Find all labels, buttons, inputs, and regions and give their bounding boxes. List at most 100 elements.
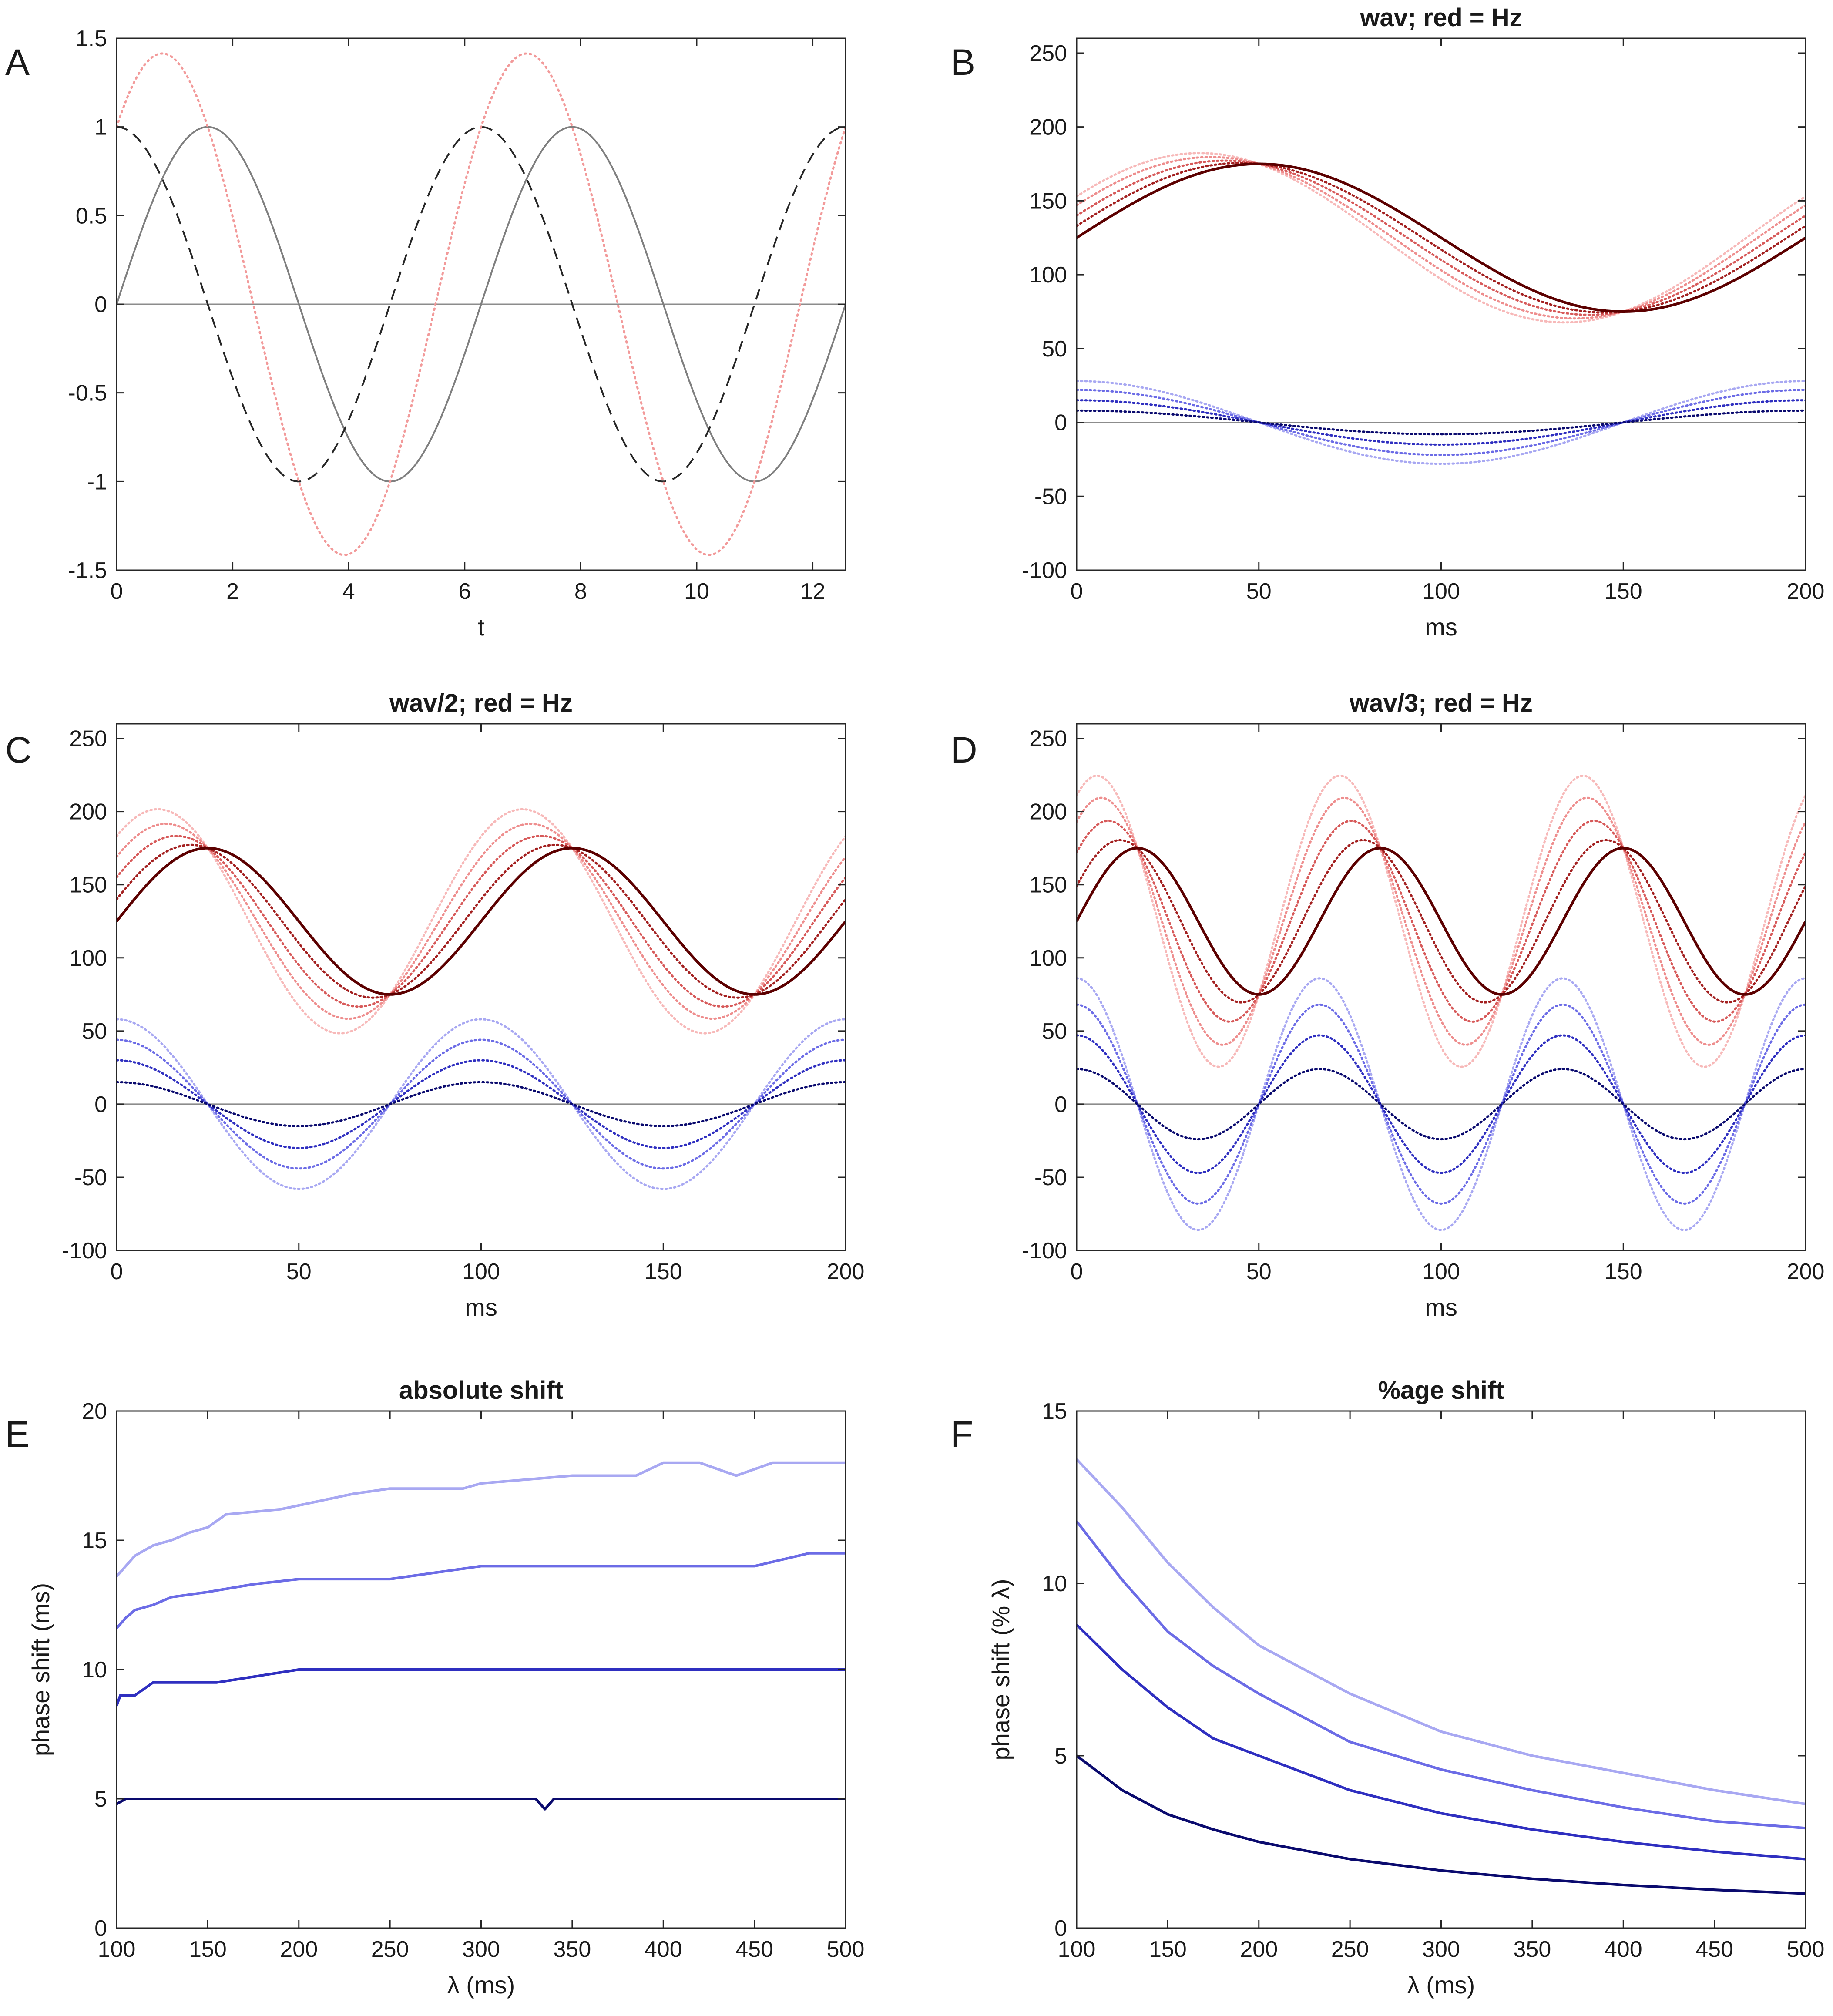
series-line (1077, 1520, 1806, 1830)
x-tick-label: 100 (462, 1259, 500, 1284)
series-line (117, 1798, 846, 1811)
frequency-series-line (117, 835, 846, 1008)
x-tick-label: 150 (189, 1937, 227, 1962)
frequency-series-line (1077, 774, 1806, 1068)
plot-area (117, 808, 846, 1190)
x-tick-label: 350 (553, 1937, 591, 1962)
y-tick-label: -1.5 (68, 558, 107, 583)
y-tick-label: 20 (82, 1399, 107, 1424)
y-tick-label: 100 (1029, 262, 1067, 288)
y-tick-label: 150 (1029, 188, 1067, 214)
series-line (117, 126, 846, 483)
x-tick-label: 450 (1695, 1937, 1733, 1962)
y-tick-label: -50 (1034, 1165, 1067, 1190)
y-tick-label: -100 (62, 1238, 107, 1263)
modulation-series-line (117, 1038, 846, 1170)
y-tick-label: 5 (1054, 1744, 1067, 1769)
x-tick-label: 200 (280, 1937, 318, 1962)
series-line (1077, 1623, 1806, 1861)
frequency-series-line (1077, 162, 1806, 313)
plot-area (1077, 1458, 1806, 1895)
x-tick-label: 0 (111, 1259, 123, 1284)
x-tick-label: 100 (98, 1937, 136, 1962)
y-tick-label: 50 (1042, 336, 1067, 362)
y-tick-label: 100 (1029, 946, 1067, 971)
y-tick-label: 0.5 (76, 203, 107, 228)
series-line (1077, 1458, 1806, 1805)
y-tick-label: 0 (1054, 1092, 1067, 1117)
plot-area (117, 1461, 846, 1811)
frequency-series-line (1077, 152, 1806, 324)
y-axis-label: phase shift (% λ) (987, 1579, 1014, 1760)
x-tick-label: 0 (1071, 579, 1083, 604)
x-tick-label: 150 (645, 1259, 682, 1284)
x-tick-label: 2 (226, 579, 239, 604)
x-tick-label: 4 (342, 579, 355, 604)
x-tick-label: 200 (827, 1259, 865, 1284)
y-tick-label: 50 (1042, 1019, 1067, 1044)
y-tick-label: 15 (1042, 1399, 1067, 1424)
series-line (117, 1461, 846, 1578)
y-tick-label: -50 (1034, 484, 1067, 509)
frequency-series-line (117, 808, 846, 1035)
panel-letter-e: E (5, 1414, 30, 1455)
chart-title: wav/2; red = Hz (389, 689, 573, 717)
frequency-series-line (1077, 161, 1806, 314)
panel-f: F %age shift 100 150 200 250 300 350 400 450 500 0 5… (951, 1376, 1824, 1999)
x-axis-label: λ (ms) (447, 1971, 515, 1999)
modulation-series-line (1077, 399, 1806, 446)
y-tick-label: 0 (1054, 1916, 1067, 1941)
panel-letter-b: B (951, 42, 975, 83)
x-axis-label: ms (465, 1294, 497, 1321)
modulation-series-line (1077, 1003, 1806, 1205)
chart-title: wav; red = Hz (1360, 3, 1522, 32)
frequency-series-line (117, 843, 846, 999)
x-tick-label: 400 (1605, 1937, 1642, 1962)
y-tick-label: 10 (1042, 1571, 1067, 1596)
panel-letter-c: C (5, 729, 32, 770)
x-tick-label: 500 (827, 1937, 865, 1962)
x-tick-label: 100 (1422, 579, 1460, 604)
x-tick-label: 0 (1071, 1259, 1083, 1284)
y-tick-label: 15 (82, 1528, 107, 1553)
y-tick-label: -1 (87, 469, 107, 494)
panel-letter-f: F (951, 1414, 973, 1455)
y-tick-label: 0 (1054, 410, 1067, 436)
y-tick-label: -0.5 (68, 381, 107, 406)
x-tick-label: 8 (574, 579, 587, 604)
x-axis-label: λ (ms) (1407, 1971, 1475, 1999)
modulation-series-line (1077, 409, 1806, 436)
x-axis-label: t (478, 613, 485, 641)
x-axis-label: ms (1425, 613, 1457, 641)
y-tick-label: 200 (69, 800, 107, 825)
x-tick-label: 200 (1787, 1259, 1825, 1284)
modulation-series-line (1077, 380, 1806, 465)
x-tick-label: 50 (1246, 1259, 1272, 1284)
y-tick-label: 5 (94, 1787, 107, 1812)
panel-a: A 0 2 4 6 8 10 12 -1.5 -1 -0.5 0 0.5 1 1.5 t (5, 26, 846, 641)
x-tick-label: 450 (735, 1937, 773, 1962)
x-tick-label: 200 (1240, 1937, 1278, 1962)
series-line (117, 1552, 846, 1629)
y-tick-label: 50 (82, 1019, 107, 1044)
y-tick-label: 1.5 (76, 26, 107, 51)
y-tick-label: 150 (69, 873, 107, 898)
x-axis-label: ms (1425, 1294, 1457, 1321)
y-tick-label: -100 (1022, 558, 1067, 583)
y-tick-label: 0 (94, 292, 107, 317)
chart-title: absolute shift (399, 1376, 563, 1404)
plot-area (1077, 774, 1806, 1231)
plot-area (117, 52, 846, 556)
y-tick-label: 100 (69, 946, 107, 971)
y-tick-label: 150 (1029, 873, 1067, 898)
frequency-series-line (1077, 796, 1806, 1046)
series-line (117, 52, 846, 556)
y-tick-label: 250 (69, 726, 107, 752)
x-tick-label: 350 (1513, 1937, 1551, 1962)
modulation-series-line (117, 1018, 846, 1190)
